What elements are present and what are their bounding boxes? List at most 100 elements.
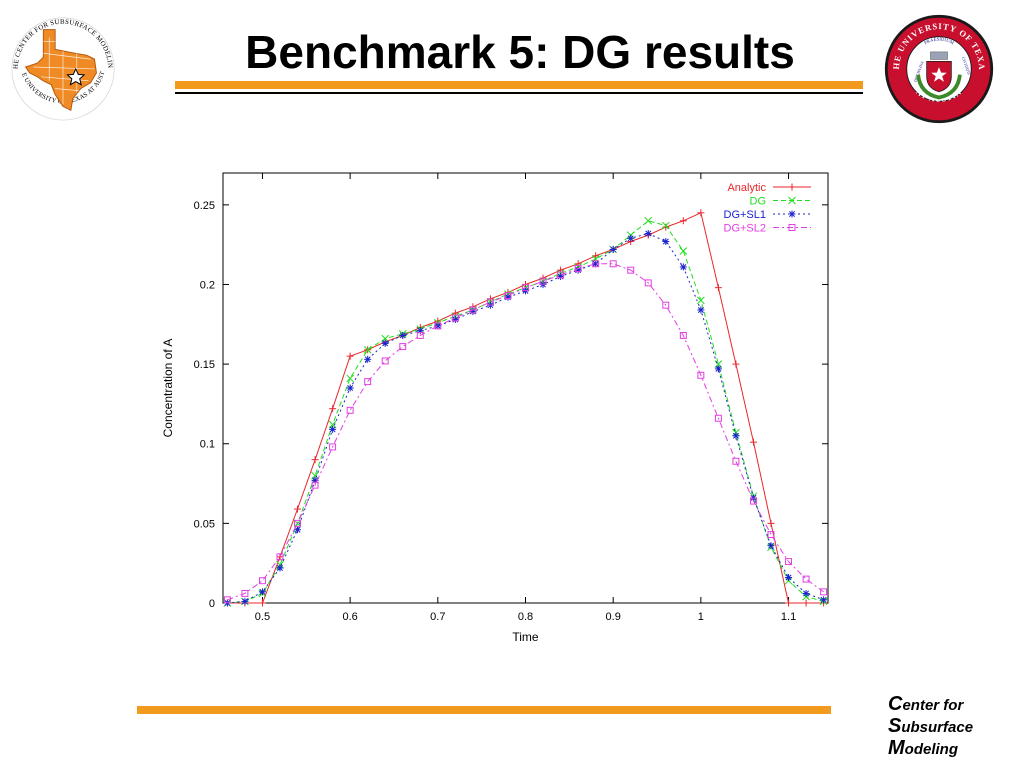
legend-marker xyxy=(788,183,796,191)
data-point xyxy=(557,271,565,279)
seal-wreath-icon xyxy=(916,74,962,100)
data-point xyxy=(802,589,810,597)
data-point xyxy=(802,575,810,583)
data-point xyxy=(749,438,757,446)
seal-book-icon xyxy=(930,51,948,60)
data-point xyxy=(223,596,231,604)
data-point xyxy=(749,497,757,505)
x-tick-label: 0.8 xyxy=(518,611,533,623)
data-point xyxy=(504,292,512,300)
slide-title: Benchmark 5: DG results xyxy=(245,26,795,78)
legend-label: DG xyxy=(750,196,767,208)
axis-ticks: 0.5 0.6 0.7 0.8 0.9 1 1.1 0 0.05 0.1 0.15 0.2 0.25 xyxy=(194,173,828,623)
data-point xyxy=(609,245,617,253)
title-underline-black xyxy=(175,92,863,94)
star-icon xyxy=(66,67,86,86)
footer-brand-line: Center for xyxy=(888,693,964,715)
data-point xyxy=(329,425,337,433)
data-point xyxy=(627,266,635,274)
data-point xyxy=(363,345,372,354)
data-point xyxy=(785,574,793,582)
data-series xyxy=(223,209,828,607)
ut-austin-seal: THE UNIVERSITY OF TEXAS AT AUSTIN PRAESI… xyxy=(882,12,994,124)
data-point xyxy=(767,531,775,538)
series-dg-sl1 xyxy=(223,230,828,607)
data-point xyxy=(258,599,266,607)
x-tick-label: 0.5 xyxy=(255,611,270,623)
x-tick-label: 1 xyxy=(698,611,704,623)
data-point xyxy=(714,414,722,422)
data-point xyxy=(662,301,670,309)
data-point xyxy=(364,378,372,386)
data-point xyxy=(574,266,582,274)
data-point xyxy=(644,216,653,225)
concentration-chart: 0.5 0.6 0.7 0.8 0.9 1 1.1 0 0.05 0.1 0.15 0.2 0.25 A… xyxy=(161,172,829,644)
data-point xyxy=(346,352,354,360)
data-point xyxy=(661,221,670,230)
data-point xyxy=(416,331,424,339)
data-point xyxy=(574,265,582,273)
x-tick-label: 0.9 xyxy=(606,611,621,623)
data-point xyxy=(311,481,319,489)
data-point xyxy=(294,519,302,527)
y-tick-label: 0.05 xyxy=(194,518,215,530)
data-point xyxy=(311,456,319,464)
title-underline-orange xyxy=(175,81,863,89)
data-point xyxy=(381,339,389,347)
data-point xyxy=(662,223,670,231)
data-point xyxy=(732,360,740,368)
data-point xyxy=(574,260,582,268)
data-point xyxy=(679,263,687,271)
data-point xyxy=(820,588,828,596)
x-tick-label: 0.6 xyxy=(342,611,357,623)
data-point xyxy=(644,279,652,287)
footer-brand: Center for Subsurface Modeling xyxy=(888,694,1022,760)
data-point xyxy=(399,331,407,339)
data-point xyxy=(539,277,547,285)
x-axis-label: Time xyxy=(512,630,539,644)
y-tick-label: 0 xyxy=(209,598,215,610)
data-point xyxy=(679,331,687,339)
data-point xyxy=(802,599,810,607)
data-point xyxy=(697,306,705,314)
data-point xyxy=(557,266,565,274)
legend-label: DG+SL2 xyxy=(724,223,767,235)
data-point xyxy=(732,457,740,465)
data-point xyxy=(697,209,705,217)
data-point xyxy=(451,309,459,317)
data-point xyxy=(644,230,652,238)
data-point xyxy=(258,577,266,585)
data-point xyxy=(592,260,600,268)
data-point xyxy=(662,237,670,245)
y-tick-label: 0.25 xyxy=(194,200,215,212)
data-point xyxy=(276,553,284,561)
data-point xyxy=(276,553,284,561)
svg-text:PRAESIDIUM: PRAESIDIUM xyxy=(924,37,955,46)
data-point xyxy=(364,355,372,363)
y-axis-label: Concentration of A xyxy=(161,339,175,438)
series-dg-sl2 xyxy=(223,260,828,604)
data-point xyxy=(820,596,828,604)
data-point xyxy=(627,234,635,242)
legend-marker xyxy=(788,224,796,231)
data-point xyxy=(241,589,249,597)
x-tick-label: 0.7 xyxy=(430,611,445,623)
legend-label: DG+SL1 xyxy=(724,209,767,221)
data-point xyxy=(697,371,705,379)
y-tick-label: 0.1 xyxy=(200,439,215,451)
data-point xyxy=(329,443,337,451)
data-point xyxy=(592,252,600,260)
texas-map-shape xyxy=(24,29,97,112)
data-point xyxy=(346,374,354,383)
footer-accent-bar xyxy=(137,706,831,714)
data-point xyxy=(381,357,389,365)
legend-marker xyxy=(788,210,796,218)
seal-inner-text-right: CIVITATIS xyxy=(961,56,972,75)
footer-brand-line: Modeling xyxy=(888,737,958,759)
data-point xyxy=(679,217,687,225)
series-line xyxy=(227,232,824,604)
data-point xyxy=(294,526,302,534)
data-point xyxy=(241,597,249,605)
y-tick-label: 0.15 xyxy=(194,359,215,371)
